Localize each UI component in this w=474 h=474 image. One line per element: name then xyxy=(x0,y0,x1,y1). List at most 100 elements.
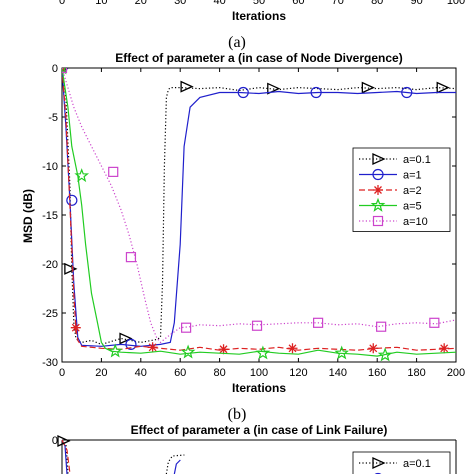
panel-b-y-tick-label: -5 xyxy=(48,112,58,124)
panel-b: Effect of parameter a (in case of Node D… xyxy=(21,51,465,423)
panel-a-x-tick-label: 40 xyxy=(213,0,225,7)
panel-b-y-axis-label: MSD (dB) xyxy=(21,189,35,243)
series-marker-a=0.1 xyxy=(119,332,133,345)
series-marker-a=0.1 xyxy=(436,81,450,94)
series-a=10 xyxy=(62,68,456,344)
series-marker-a=5 xyxy=(107,343,123,358)
panel-c-y-tick-label: 0 xyxy=(52,435,58,447)
panel-b-series xyxy=(62,68,456,362)
series-marker-a=10 xyxy=(313,317,324,328)
legend-marker-a=10 xyxy=(372,215,384,227)
panel-a-x-tick-label: 30 xyxy=(174,0,186,7)
series-marker-a=10 xyxy=(376,321,387,332)
series-marker-a=2 xyxy=(439,343,450,354)
panel-c-legend-box xyxy=(352,451,451,474)
panel-a-caption: (a) xyxy=(228,34,246,51)
series-marker-a=10 xyxy=(251,320,263,331)
series-marker-a=0.1 xyxy=(361,81,375,94)
series-marker-a=0.1 xyxy=(64,262,78,275)
legend-label-a=10: a=10 xyxy=(403,216,428,228)
panel-c-area: 0a=0.1a=1 xyxy=(52,434,457,474)
series-marker-a=10 xyxy=(429,317,440,328)
panel-a-x-tick-label: 10 xyxy=(95,0,107,7)
series-marker-a=5 xyxy=(255,345,271,360)
panel-c-rise-a1 xyxy=(173,459,181,474)
legend-box xyxy=(352,147,451,232)
series-a=5 xyxy=(62,68,456,362)
series-marker-a=1 xyxy=(66,194,78,206)
panel-c-legend-marker-a=0.1 xyxy=(372,456,386,470)
series-marker-a=1 xyxy=(237,86,249,99)
panel-a-x-tick-label: 70 xyxy=(332,0,344,7)
panel-b-x-tick-label: 100 xyxy=(250,367,268,379)
panel-b-title: Effect of parameter a (in case of Node D… xyxy=(115,51,402,65)
series-marker-a=10 xyxy=(108,166,119,177)
series-marker-a=0.1 xyxy=(267,82,281,95)
series-line-a=10 xyxy=(62,68,456,344)
series-marker-a=5 xyxy=(377,347,393,362)
panel-a-x-tick-label: 20 xyxy=(135,0,147,7)
panel-b-legend: a=0.1 a=1 a=2 a=5 a=10 xyxy=(352,147,451,232)
panel-a-x-tick-label: 90 xyxy=(410,0,422,7)
panel-b-x-tick-label: 80 xyxy=(213,367,225,379)
panel-b-caption: (b) xyxy=(228,406,247,423)
panel-b-x-tick-label: 40 xyxy=(135,367,147,379)
panel-b-y-tick-label: -15 xyxy=(42,210,58,222)
panel-b-y-tick-label: -20 xyxy=(42,259,58,271)
series-marker-a=1 xyxy=(125,338,137,350)
series-marker-a=5 xyxy=(74,168,90,183)
panel-c-legend-label-a=0.1: a=0.1 xyxy=(403,458,431,470)
panel-b-x-tick-label: 180 xyxy=(407,367,425,379)
panel-c-title: Effect of parameter a (in case of Link F… xyxy=(131,423,388,437)
series-marker-a=5 xyxy=(180,344,196,359)
panel-b-x-tick-label: 60 xyxy=(174,367,186,379)
panel-b-y-tick-label: -25 xyxy=(42,308,58,320)
legend-marker-a=1 xyxy=(372,168,384,181)
series-marker-a=2 xyxy=(368,343,379,354)
panel-a-x-tick-label: 60 xyxy=(292,0,304,7)
panel-b-x-tick-label: 160 xyxy=(368,367,386,379)
series-marker-a=2 xyxy=(218,344,229,355)
panel-b-x-tick-label: 0 xyxy=(59,367,65,379)
series-marker-a=5 xyxy=(334,345,349,360)
legend-label-a=5: a=5 xyxy=(403,201,422,213)
series-a=1 xyxy=(62,68,456,350)
panel-a-x-ticks: 0 10 20 30 40 50 60 70 80 90 100 xyxy=(59,0,465,7)
panel-a-x-tick-label: 50 xyxy=(253,0,265,7)
panel-b-y-tick-label: -10 xyxy=(42,161,58,173)
panel-c: Effect of parameter a (in case of Link F… xyxy=(52,423,457,474)
series-line-a=0.1 xyxy=(62,68,456,346)
panel-a-x-tick-label: 100 xyxy=(447,0,465,7)
series-marker-a=1 xyxy=(401,86,413,99)
series-a=2 xyxy=(62,68,456,355)
legend-label-a=1: a=1 xyxy=(403,170,422,182)
panel-b-axes: 0 20 40 60 80 100 120 140 160 180 200 0 -5 -10 -15 -20 -… xyxy=(42,63,465,379)
panel-b-x-tick-label: 200 xyxy=(447,367,465,379)
series-marker-a=0.1 xyxy=(180,80,194,93)
legend-marker-a=2 xyxy=(373,185,383,195)
panel-b-y-tick-label: 0 xyxy=(52,63,58,75)
series-line-a=5 xyxy=(62,68,456,357)
series-marker-a=2 xyxy=(287,343,298,354)
series-marker-a=10 xyxy=(181,322,192,333)
panel-a-x-axis-label: Iterations xyxy=(232,9,286,23)
panel-a-x-tick-label: 0 xyxy=(59,0,65,7)
series-marker-a=2 xyxy=(147,342,158,353)
legend-marker-a=5 xyxy=(370,197,386,212)
panel-a: 0 10 20 30 40 50 60 70 80 90 100 Iterations (a) xyxy=(59,0,465,51)
series-line-a=1 xyxy=(62,68,456,347)
series-marker-a=1 xyxy=(310,86,322,99)
panel-b-y-tick-label: -30 xyxy=(42,357,58,369)
panel-b-x-tick-label: 20 xyxy=(95,367,107,379)
legend-marker-a=0.1 xyxy=(372,152,386,166)
series-marker-a=2 xyxy=(70,322,81,333)
panel-b-x-tick-label: 140 xyxy=(329,367,347,379)
panel-c-marker-a0.1 xyxy=(57,434,71,448)
legend-label-a=0.1: a=0.1 xyxy=(403,154,431,166)
legend-label-a=2: a=2 xyxy=(403,185,422,197)
series-marker-a=10 xyxy=(125,252,137,263)
panel-b-x-tick-label: 120 xyxy=(289,367,307,379)
panel-b-x-axis-label: Iterations xyxy=(232,381,286,395)
panel-a-x-tick-label: 80 xyxy=(371,0,383,7)
